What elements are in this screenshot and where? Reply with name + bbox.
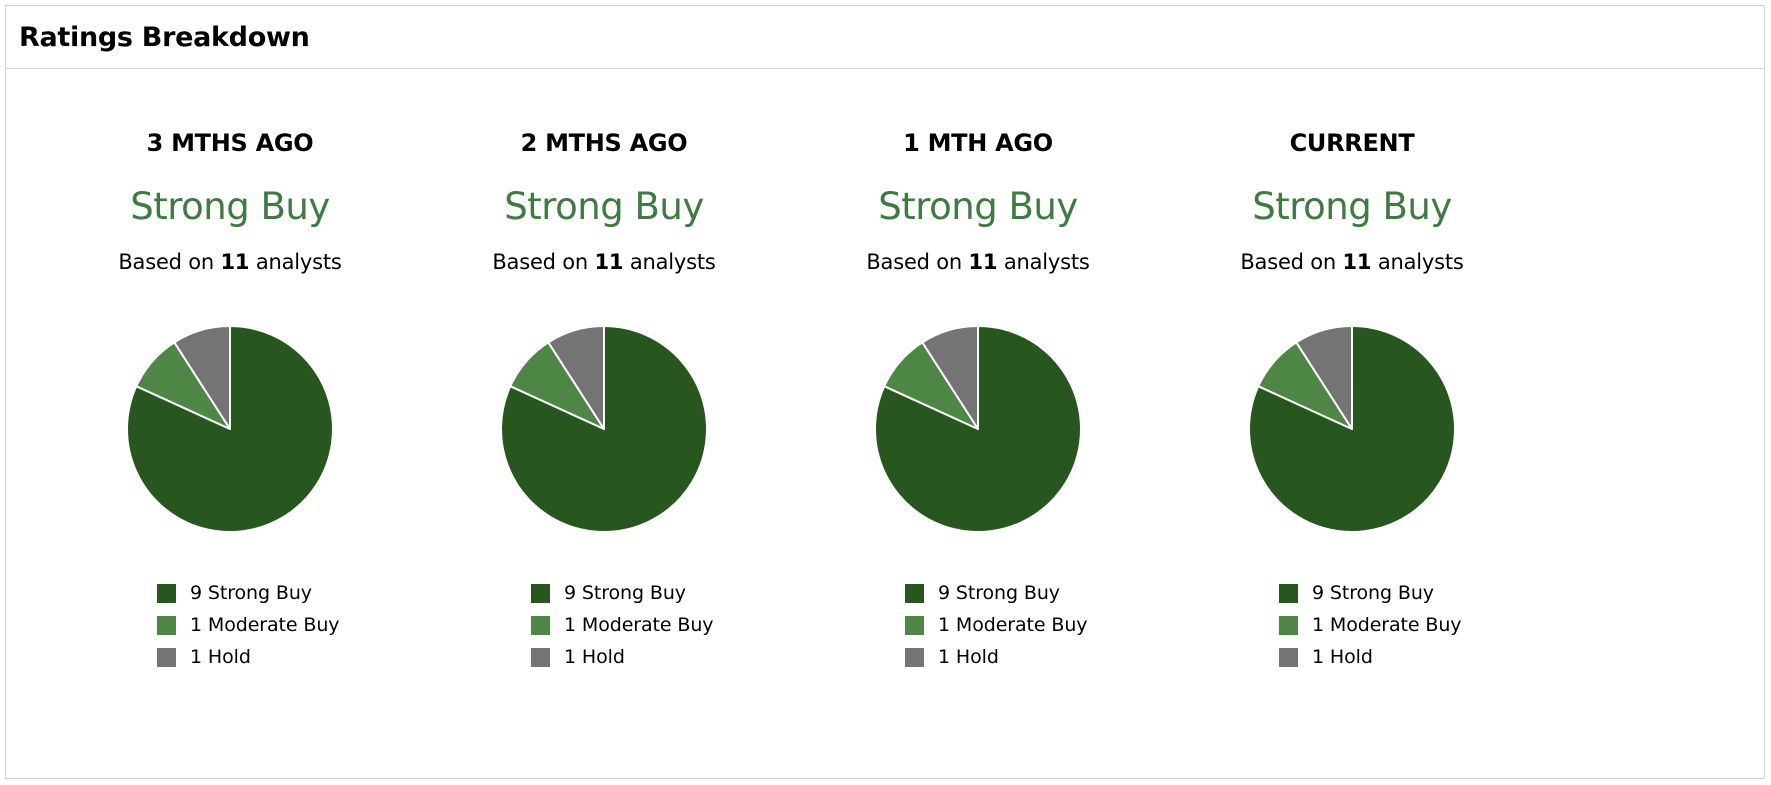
- rating-panel-current: CURRENT Strong Buy Based on 11 analysts …: [1141, 69, 1563, 779]
- period-label: 1 MTH AGO: [903, 129, 1053, 157]
- hold-swatch: [531, 647, 550, 667]
- legend-label-hold: 1 Hold: [564, 646, 625, 668]
- consensus-rating: Strong Buy: [878, 185, 1078, 228]
- card-header: Ratings Breakdown: [6, 6, 1764, 69]
- legend-item-moderate-buy: 1 Moderate Buy: [531, 609, 714, 641]
- legend-label-hold: 1 Hold: [938, 646, 999, 668]
- legend-item-hold: 1 Hold: [157, 641, 339, 673]
- analyst-count: 11: [220, 250, 250, 274]
- analyst-count: 11: [1342, 250, 1372, 274]
- moderate-buy-swatch: [905, 615, 924, 635]
- pie-slice-hold: [1295, 325, 1353, 430]
- analyst-basis: Based on 11 analysts: [1141, 250, 1563, 274]
- analyst-basis-prefix: Based on: [1240, 250, 1343, 274]
- legend-label-strong-buy: 9 Strong Buy: [1312, 582, 1434, 604]
- consensus-rating: Strong Buy: [130, 185, 330, 228]
- pie-slice-hold: [921, 325, 979, 430]
- analyst-basis: Based on 11 analysts: [19, 250, 441, 274]
- legend-label-moderate-buy: 1 Moderate Buy: [1312, 614, 1462, 636]
- legend-label-hold: 1 Hold: [1312, 646, 1373, 668]
- consensus-rating: Strong Buy: [1252, 185, 1452, 228]
- legend-item-strong-buy: 9 Strong Buy: [531, 577, 713, 609]
- analyst-basis-prefix: Based on: [866, 250, 969, 274]
- legend-label-moderate-buy: 1 Moderate Buy: [190, 614, 340, 636]
- strong-buy-swatch: [531, 583, 550, 603]
- analyst-basis: Based on 11 analysts: [393, 250, 815, 274]
- ratings-panels: 3 MTHS AGO Strong Buy Based on 11 analys…: [6, 69, 1764, 779]
- ratings-pie-chart: [1248, 325, 1456, 533]
- analyst-count: 11: [594, 250, 624, 274]
- pie-legend: 9 Strong Buy 1 Moderate Buy 1 Hold: [157, 577, 340, 673]
- legend-item-moderate-buy: 1 Moderate Buy: [905, 609, 1088, 641]
- strong-buy-swatch: [905, 583, 924, 603]
- legend-label-strong-buy: 9 Strong Buy: [190, 582, 312, 604]
- period-label: 2 MTHS AGO: [520, 129, 688, 157]
- strong-buy-swatch: [157, 583, 176, 603]
- ratings-pie-chart: [874, 325, 1082, 533]
- pie-slice-hold: [547, 325, 605, 430]
- pie-legend: 9 Strong Buy 1 Moderate Buy 1 Hold: [1279, 577, 1462, 673]
- rating-panel-1-month-ago: 1 MTH AGO Strong Buy Based on 11 analyst…: [767, 69, 1189, 779]
- analyst-basis: Based on 11 analysts: [767, 250, 1189, 274]
- legend-item-hold: 1 Hold: [905, 641, 1087, 673]
- pie-slice-hold: [173, 325, 231, 430]
- pie-legend: 9 Strong Buy 1 Moderate Buy 1 Hold: [531, 577, 714, 673]
- ratings-pie-chart: [500, 325, 708, 533]
- analyst-basis-suffix: analysts: [997, 250, 1090, 274]
- analyst-basis-prefix: Based on: [118, 250, 221, 274]
- legend-item-hold: 1 Hold: [531, 641, 713, 673]
- strong-buy-swatch: [1279, 583, 1298, 603]
- legend-item-moderate-buy: 1 Moderate Buy: [1279, 609, 1462, 641]
- legend-label-strong-buy: 9 Strong Buy: [564, 582, 686, 604]
- hold-swatch: [905, 647, 924, 667]
- legend-label-hold: 1 Hold: [190, 646, 251, 668]
- ratings-breakdown-card: Ratings Breakdown 3 MTHS AGO Strong Buy …: [5, 5, 1765, 779]
- period-label: 3 MTHS AGO: [146, 129, 314, 157]
- card-title: Ratings Breakdown: [19, 21, 310, 53]
- consensus-rating: Strong Buy: [504, 185, 704, 228]
- hold-swatch: [1279, 647, 1298, 667]
- moderate-buy-swatch: [157, 615, 176, 635]
- legend-item-strong-buy: 9 Strong Buy: [1279, 577, 1461, 609]
- period-label: CURRENT: [1289, 129, 1415, 157]
- analyst-basis-suffix: analysts: [249, 250, 342, 274]
- analyst-basis-suffix: analysts: [623, 250, 716, 274]
- pie-legend: 9 Strong Buy 1 Moderate Buy 1 Hold: [905, 577, 1088, 673]
- rating-panel-2-months-ago: 2 MTHS AGO Strong Buy Based on 11 analys…: [393, 69, 815, 779]
- hold-swatch: [157, 647, 176, 667]
- analyst-basis-suffix: analysts: [1371, 250, 1464, 274]
- legend-label-strong-buy: 9 Strong Buy: [938, 582, 1060, 604]
- legend-item-strong-buy: 9 Strong Buy: [157, 577, 339, 609]
- ratings-pie-chart: [126, 325, 334, 533]
- legend-label-moderate-buy: 1 Moderate Buy: [564, 614, 714, 636]
- legend-label-moderate-buy: 1 Moderate Buy: [938, 614, 1088, 636]
- analyst-count: 11: [968, 250, 998, 274]
- legend-item-moderate-buy: 1 Moderate Buy: [157, 609, 340, 641]
- moderate-buy-swatch: [531, 615, 550, 635]
- rating-panel-3-months-ago: 3 MTHS AGO Strong Buy Based on 11 analys…: [19, 69, 441, 779]
- legend-item-strong-buy: 9 Strong Buy: [905, 577, 1087, 609]
- moderate-buy-swatch: [1279, 615, 1298, 635]
- legend-item-hold: 1 Hold: [1279, 641, 1461, 673]
- analyst-basis-prefix: Based on: [492, 250, 595, 274]
